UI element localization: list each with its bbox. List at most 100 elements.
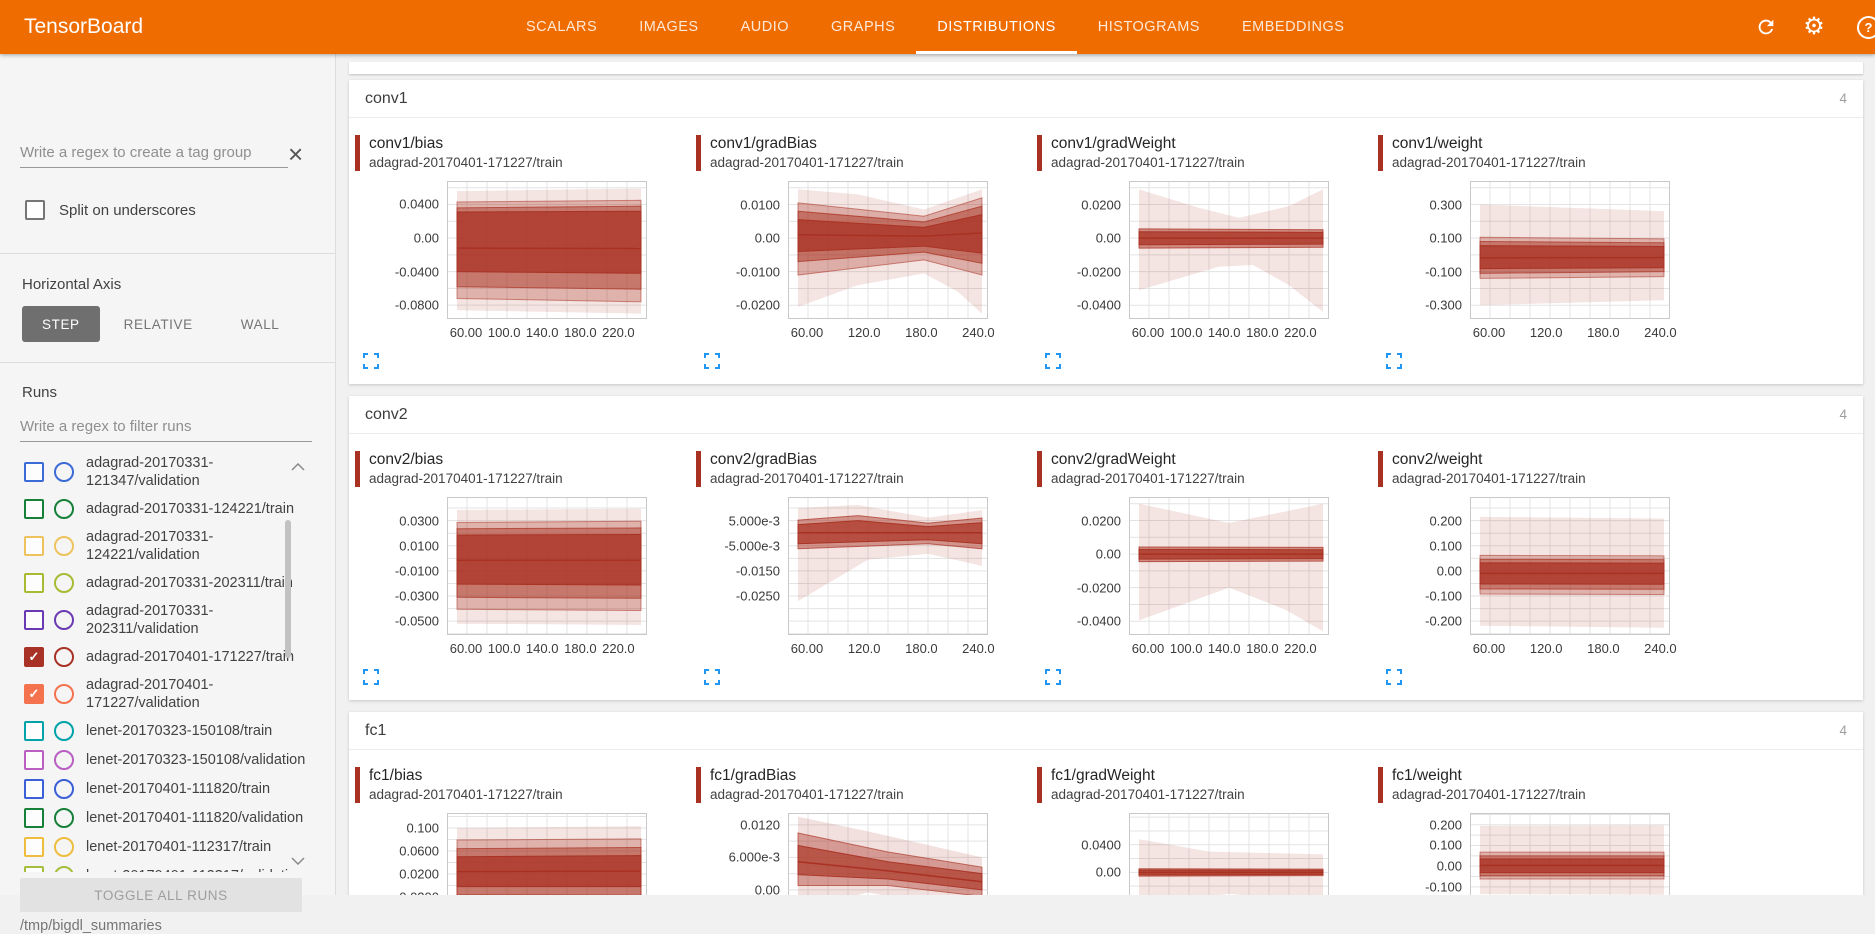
run-checkbox[interactable] [24, 573, 44, 593]
run-checkbox[interactable] [24, 462, 44, 482]
chart-run-label: adagrad-20170401-171227/train [710, 471, 904, 486]
run-list-item[interactable]: lenet-20170401-111820/validation [24, 808, 326, 828]
run-list-item[interactable]: adagrad-20170331-121347/validation [24, 454, 326, 490]
chart-card: conv2/gradWeight adagrad-20170401-171227… [1037, 451, 1378, 688]
tab-distributions[interactable]: DISTRIBUTIONS [916, 0, 1076, 54]
chart-title-row: fc1/bias adagrad-20170401-171227/train [355, 767, 696, 803]
expand-chart-button[interactable] [1386, 669, 1402, 688]
run-checkbox[interactable] [24, 721, 44, 741]
x-axis-label: 140.0 [1207, 641, 1241, 656]
run-list-item[interactable]: adagrad-20170331-124221/train [24, 499, 326, 519]
chevron-up-icon[interactable] [291, 458, 305, 476]
run-list-item[interactable]: ✓ adagrad-20170401-171227/validation [24, 676, 326, 712]
expand-chart-button[interactable] [1045, 669, 1061, 688]
chart-card: fc1/weight adagrad-20170401-171227/train… [1378, 767, 1719, 895]
tab-scalars[interactable]: SCALARS [526, 19, 598, 35]
run-checkbox[interactable]: ✓ [24, 647, 44, 667]
run-color-bar [1378, 767, 1383, 803]
x-axis-label: 180.0 [905, 641, 938, 656]
category-card: conv2 4 conv2/bias adagrad-20170401-1712… [349, 396, 1863, 700]
settings-icon[interactable]: ⚙ [1801, 14, 1827, 40]
run-name: adagrad-20170331-121347/validation [86, 455, 214, 489]
chart-card: fc1/gradBias adagrad-20170401-171227/tra… [696, 767, 1037, 895]
tab-histograms[interactable]: HISTOGRAMS [1097, 19, 1200, 35]
x-axis-label: 240.0 [962, 325, 995, 340]
distribution-plot[interactable]: 0.0400 0.00 -0.0400 -0.0800 [395, 181, 648, 319]
run-checkbox[interactable] [24, 536, 44, 556]
x-axis-label: 180.0 [1246, 641, 1279, 656]
run-list-item[interactable]: ✓ adagrad-20170401-171227/train [24, 647, 326, 667]
run-checkbox[interactable] [24, 837, 44, 857]
run-list-item[interactable]: lenet-20170401-112317/validation [24, 866, 326, 872]
expand-icon [1045, 353, 1061, 369]
expand-chart-button[interactable] [363, 669, 379, 688]
category-header[interactable]: conv2 4 [349, 396, 1863, 434]
distribution-plot[interactable]: 0.0200 0.00 -0.0200 -0.0400 [1077, 181, 1330, 319]
tab-audio[interactable]: AUDIO [740, 19, 790, 35]
expand-chart-button[interactable] [704, 353, 720, 372]
run-checkbox[interactable] [24, 808, 44, 828]
y-axis-label: 0.0100 [399, 538, 439, 554]
distribution-plot[interactable]: 0.300 0.100 -0.100 -0.300 [1425, 181, 1671, 319]
split-underscores-checkbox[interactable] [25, 200, 45, 220]
run-list-item[interactable]: lenet-20170401-111820/train [24, 779, 326, 799]
tag-group-regex-input[interactable] [20, 138, 288, 168]
expand-chart-button[interactable] [1386, 353, 1402, 372]
expand-chart-button[interactable] [704, 669, 720, 688]
wall-button[interactable]: WALL [217, 306, 304, 342]
distribution-plot[interactable]: 0.0120 6.000e-3 0.00 [729, 813, 989, 895]
distribution-plot[interactable]: 0.200 0.100 0.00 -0.100 -0.200 [1425, 497, 1671, 635]
run-color-bar [1037, 451, 1042, 487]
run-color-bar [696, 451, 701, 487]
run-list-item[interactable]: lenet-20170323-150108/train [24, 721, 326, 741]
category-name: fc1 [365, 721, 387, 739]
refresh-icon[interactable] [1753, 14, 1779, 40]
run-color-circle [54, 499, 74, 519]
run-checkbox[interactable] [24, 866, 44, 872]
run-list-item[interactable]: adagrad-20170331-202311/train [24, 573, 326, 593]
runs-scrollbar[interactable] [285, 520, 291, 658]
runs-list: adagrad-20170331-121347/validation adagr… [0, 454, 326, 872]
run-list-item[interactable]: adagrad-20170331-202311/validation [24, 602, 326, 638]
run-checkbox[interactable] [24, 499, 44, 519]
run-list-item[interactable]: lenet-20170323-150108/validation [24, 750, 326, 770]
run-checkbox[interactable]: ✓ [24, 684, 44, 704]
y-axis-label: -0.0300 [394, 588, 439, 604]
tab-embeddings[interactable]: EMBEDDINGS [1241, 19, 1345, 35]
expand-chart-button[interactable] [1045, 353, 1061, 372]
x-axis-label: 180.0 [1246, 325, 1279, 340]
step-button[interactable]: STEP [22, 306, 100, 342]
run-list-item[interactable]: lenet-20170401-112317/train [24, 837, 326, 857]
category-name: conv2 [365, 405, 408, 423]
distribution-plot[interactable]: 0.0200 0.00 -0.0200 -0.0400 [1077, 497, 1330, 635]
chart-title-row: fc1/weight adagrad-20170401-171227/train [1378, 767, 1719, 803]
x-axis-label: 60.00 [1472, 325, 1506, 340]
distribution-plot[interactable]: 0.200 0.100 0.00 -0.100 [1425, 813, 1671, 895]
run-list-item[interactable]: adagrad-20170331-124221/validation [24, 528, 326, 564]
category-header[interactable]: conv1 4 [349, 80, 1863, 118]
tab-images[interactable]: IMAGES [639, 19, 699, 35]
chart-title: conv1/gradBias [710, 135, 817, 152]
category-header[interactable]: fc1 4 [349, 712, 1863, 750]
runs-filter-input[interactable] [20, 412, 312, 442]
run-checkbox[interactable] [24, 610, 44, 630]
toggle-all-runs-button[interactable]: TOGGLE ALL RUNS [20, 878, 302, 912]
chart-title-row: fc1/gradBias adagrad-20170401-171227/tra… [696, 767, 1037, 803]
run-checkbox[interactable] [24, 750, 44, 770]
expand-chart-button[interactable] [363, 353, 379, 372]
tab-graphs[interactable]: GRAPHS [831, 19, 896, 35]
help-icon[interactable]: ? [1849, 14, 1875, 40]
category-card: fc1 4 fc1/bias adagrad-20170401-171227/t… [349, 712, 1863, 895]
chevron-down-icon[interactable] [291, 852, 305, 870]
chart-title-row: conv2/gradWeight adagrad-20170401-171227… [1037, 451, 1378, 487]
distribution-plot[interactable]: 0.0300 0.0100 -0.0100 -0.0300 -0.0500 [395, 497, 648, 635]
relative-button[interactable]: RELATIVE [100, 306, 217, 342]
close-icon[interactable]: × [288, 139, 304, 169]
x-axis-labels: 60.00 100.0 140.0 180.0 220.0 [1129, 325, 1329, 341]
run-checkbox[interactable] [24, 779, 44, 799]
distribution-plot[interactable]: 0.0100 0.00 -0.0100 -0.0200 [736, 181, 989, 319]
distribution-plot[interactable]: 5.000e-3 -5.000e-3 -0.0150 -0.0250 [724, 497, 989, 635]
runs-label: Runs [22, 384, 58, 401]
